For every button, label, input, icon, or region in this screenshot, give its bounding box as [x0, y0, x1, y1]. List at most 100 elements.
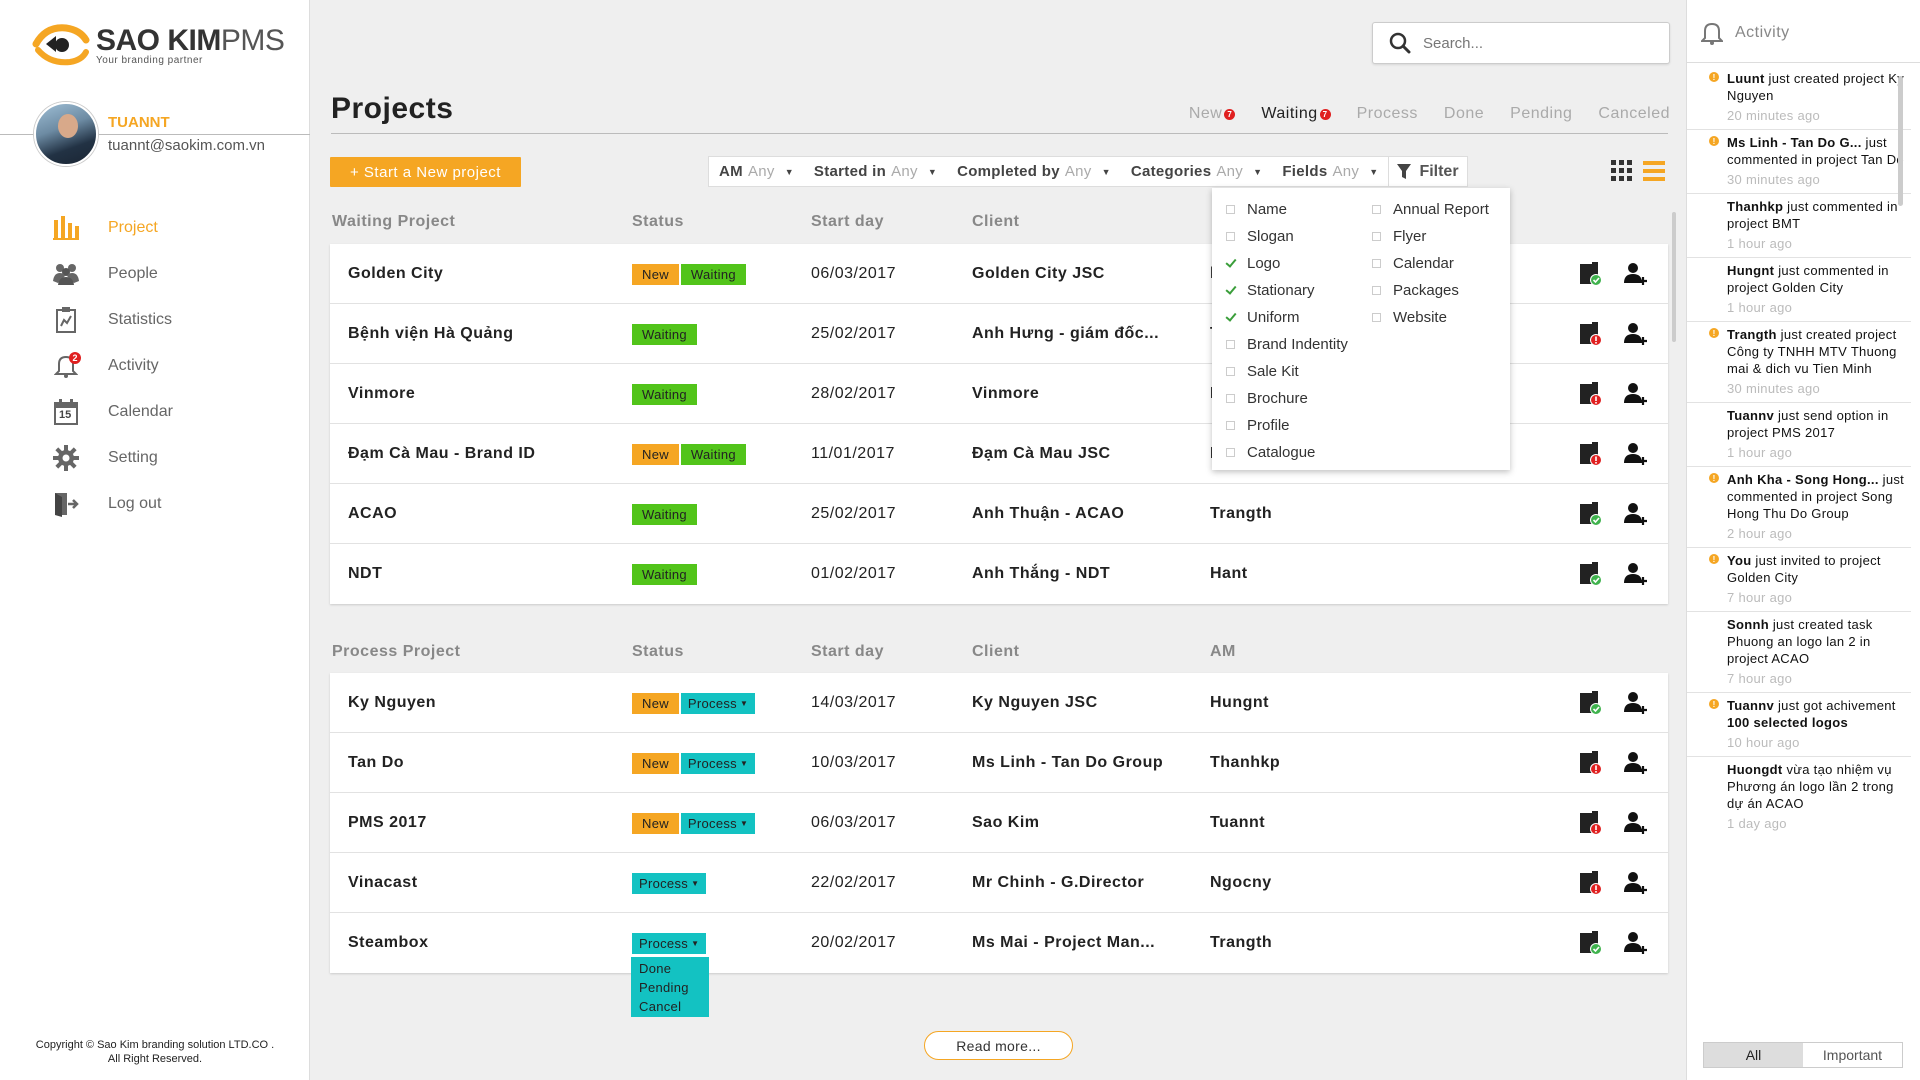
table-row[interactable]: Ky Nguyen New Process ▼ 14/03/2017 Ky Nguy… [330, 673, 1668, 733]
status-dropdown[interactable]: Process ▼ [680, 692, 756, 714]
document-alert-icon[interactable] [1578, 424, 1604, 484]
activity-item[interactable]: Hungnt just commented in project Golden … [1687, 258, 1911, 322]
add-user-icon[interactable] [1623, 793, 1649, 853]
table-row[interactable]: NDT Waiting 01/02/2017 Anh Thắng - NDT H… [330, 544, 1668, 604]
document-ok-icon[interactable] [1578, 913, 1604, 973]
grid-view-icon[interactable] [1611, 160, 1633, 182]
table-row[interactable]: Đạm Cà Mau - Brand ID New Waiting 11/01/2… [330, 424, 1668, 484]
sidebar-item-logout[interactable]: Log out [52, 481, 173, 527]
new-project-button[interactable]: + Start a New project [330, 157, 521, 187]
main-scrollbar[interactable] [1672, 212, 1676, 342]
project-name[interactable]: ACAO [348, 505, 398, 522]
category-option[interactable]: Brand Indentity [1226, 331, 1348, 358]
checkbox[interactable] [1226, 232, 1235, 241]
checkbox[interactable] [1226, 367, 1235, 376]
checkbox[interactable] [1226, 421, 1235, 430]
checkbox[interactable] [1372, 313, 1381, 322]
document-ok-icon[interactable] [1578, 544, 1604, 604]
tab-important[interactable]: Important [1822, 1047, 1883, 1063]
category-option[interactable]: Flyer [1372, 223, 1489, 250]
document-alert-icon[interactable] [1578, 364, 1604, 424]
project-name[interactable]: Vinmore [348, 385, 416, 402]
search-box[interactable] [1372, 22, 1670, 64]
activity-item[interactable]: Thanhkp just commented in project BMT 1 … [1687, 194, 1911, 258]
activity-item[interactable]: ! Trangth just created project Công ty T… [1687, 322, 1911, 403]
activity-item[interactable]: ! You just invited to project Golden Cit… [1687, 548, 1911, 612]
sidebar-item-project[interactable]: Project [52, 205, 173, 251]
category-option[interactable]: Catalogue [1226, 439, 1348, 466]
activity-scrollbar[interactable] [1898, 76, 1903, 206]
tab-process[interactable]: Process [1356, 105, 1418, 122]
sidebar-item-statistics[interactable]: Statistics [52, 297, 173, 343]
tab-waiting[interactable]: Waiting 7 [1261, 105, 1331, 123]
project-name[interactable]: Tan Do [348, 754, 405, 771]
activity-item[interactable]: ! Luunt just created project Ky Nguyen 2… [1687, 66, 1911, 130]
sidebar-item-activity[interactable]: 2 Activity [52, 343, 173, 389]
add-user-icon[interactable] [1623, 244, 1649, 304]
project-name[interactable]: PMS 2017 [348, 814, 427, 831]
table-row[interactable]: Steambox Process ▼ 20/02/2017 Ms Mai - Pr… [330, 913, 1668, 973]
checkbox-checked[interactable] [1226, 286, 1235, 295]
activity-item[interactable]: Huongdt vừa tạo nhiệm vụ Phương án logo … [1687, 757, 1911, 837]
document-ok-icon[interactable] [1578, 484, 1604, 544]
sidebar-item-people[interactable]: People [52, 251, 173, 297]
checkbox[interactable] [1372, 232, 1381, 241]
project-name[interactable]: Vinacast [348, 874, 418, 891]
document-ok-icon[interactable] [1578, 673, 1604, 733]
sidebar-item-setting[interactable]: Setting [52, 435, 173, 481]
table-row[interactable]: Bệnh viện Hà Quảng Waiting 25/02/2017 An… [330, 304, 1668, 364]
add-user-icon[interactable] [1623, 673, 1649, 733]
checkbox-checked[interactable] [1226, 313, 1235, 322]
add-user-icon[interactable] [1623, 733, 1649, 793]
list-view-icon[interactable] [1643, 160, 1665, 182]
table-row[interactable]: Vinacast Process ▼ 22/02/2017 Mr Chinh - … [330, 853, 1668, 913]
category-option[interactable]: Website [1372, 304, 1489, 331]
filter-completed-by[interactable]: Completed by Any ▼ [957, 163, 1111, 180]
project-name[interactable]: Ky Nguyen [348, 694, 437, 711]
activity-item[interactable]: ! Tuannv just got achivement 100 selecte… [1687, 693, 1911, 757]
filter-categories[interactable]: Categories Any ▼ [1130, 163, 1263, 180]
filter-button[interactable]: Filter [1388, 157, 1466, 186]
document-alert-icon[interactable] [1578, 793, 1604, 853]
checkbox[interactable] [1226, 394, 1235, 403]
activity-item[interactable]: Tuannv just send option in project PMS 2… [1687, 403, 1911, 467]
category-option[interactable]: Profile [1226, 412, 1348, 439]
tab-all[interactable]: All [1704, 1043, 1803, 1067]
checkbox[interactable] [1226, 448, 1235, 457]
avatar[interactable] [34, 102, 98, 166]
document-ok-icon[interactable] [1578, 244, 1604, 304]
status-dropdown[interactable]: Process ▼ [632, 932, 707, 954]
table-row[interactable]: Vinmore Waiting 28/02/2017 Vinmore I [330, 364, 1668, 424]
checkbox[interactable] [1372, 286, 1381, 295]
category-option[interactable]: Brochure [1226, 385, 1348, 412]
tab-pending[interactable]: Pending [1510, 105, 1573, 122]
tab-done[interactable]: Done [1443, 105, 1485, 122]
checkbox[interactable] [1372, 205, 1381, 214]
activity-item[interactable]: Sonnh just created task Phuong an logo l… [1687, 612, 1911, 693]
status-dropdown[interactable]: Process ▼ [680, 812, 756, 834]
user-profile[interactable]: TUANNT tuannt@saokim.com.vn [34, 102, 265, 166]
project-name[interactable]: NDT [348, 565, 383, 582]
add-user-icon[interactable] [1623, 424, 1649, 484]
add-user-icon[interactable] [1623, 484, 1649, 544]
document-alert-icon[interactable] [1578, 853, 1604, 913]
sidebar-item-calendar[interactable]: 15 Calendar [52, 389, 173, 435]
menu-item-done[interactable]: Done [639, 961, 672, 976]
category-option[interactable]: Calendar [1372, 250, 1489, 277]
table-row[interactable]: PMS 2017 New Process ▼ 06/03/2017 Sao Kim … [330, 793, 1668, 853]
category-option[interactable]: Uniform [1226, 304, 1348, 331]
add-user-icon[interactable] [1623, 853, 1649, 913]
menu-item-pending[interactable]: Pending [639, 980, 689, 995]
tab-new[interactable]: New 7 [1189, 105, 1236, 123]
activity-item[interactable]: ! Anh Kha - Song Hong... just commented … [1687, 467, 1911, 548]
add-user-icon[interactable] [1623, 304, 1649, 364]
project-name[interactable]: Đạm Cà Mau - Brand ID [348, 445, 536, 462]
activity-item[interactable]: ! Ms Linh - Tan Do G... just commented i… [1687, 130, 1911, 194]
category-option[interactable]: Packages [1372, 277, 1489, 304]
table-row[interactable]: Golden City New Waiting 06/03/2017 Golden… [330, 244, 1668, 304]
category-option[interactable]: Name [1226, 196, 1348, 223]
category-option[interactable]: Slogan [1226, 223, 1348, 250]
project-name[interactable]: Golden City [348, 265, 444, 282]
category-option[interactable]: Sale Kit [1226, 358, 1348, 385]
document-alert-icon[interactable] [1578, 733, 1604, 793]
